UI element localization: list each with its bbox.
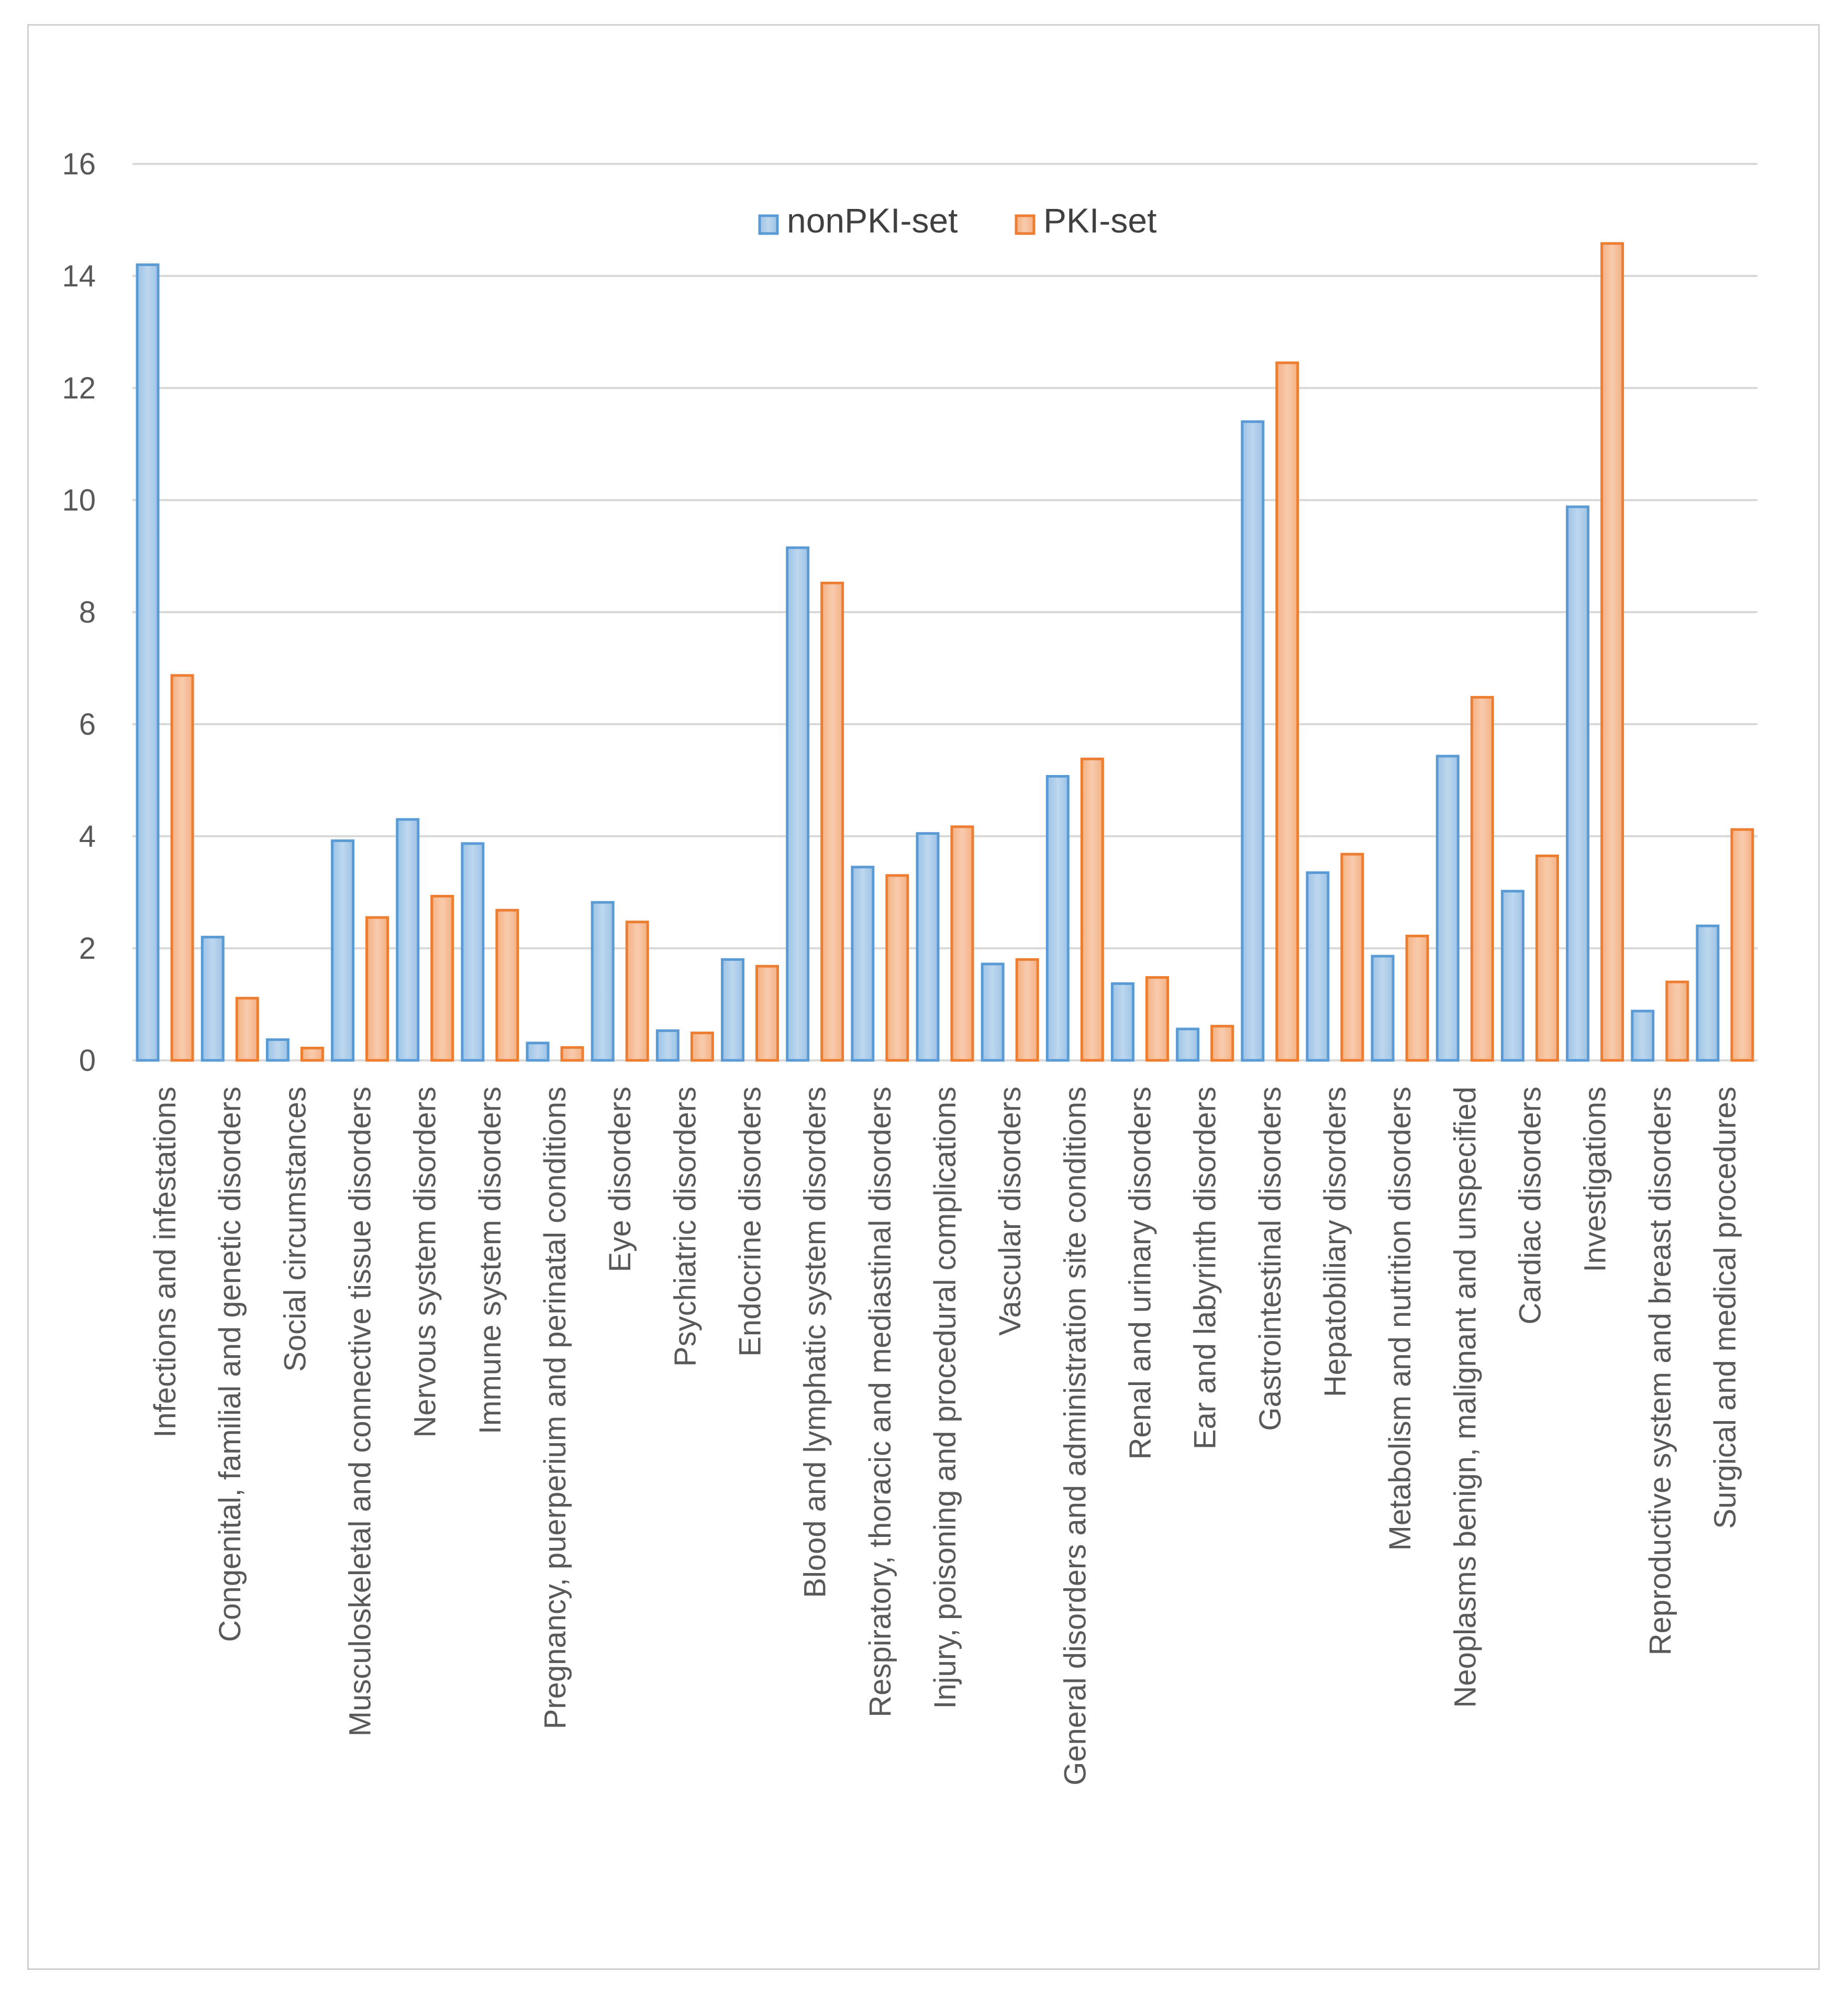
x-category-label: Gastrointestinal disorders [1253, 1087, 1287, 1431]
y-tick-label: 12 [62, 371, 96, 405]
bar-nonpki-set [1241, 420, 1265, 1062]
bar-nonpki-set [1631, 1010, 1655, 1062]
legend-swatch [758, 214, 779, 235]
bar-pki-set [1535, 854, 1559, 1062]
bar-nonpki-set [1500, 890, 1524, 1062]
legend: nonPKI-set PKI-set [758, 201, 1156, 240]
bar-nonpki-set [981, 962, 1005, 1062]
bar-nonpki-set [786, 546, 810, 1062]
x-category-label: Psychiatric disorders [668, 1087, 702, 1367]
bar-nonpki-set [1110, 982, 1134, 1062]
bar-nonpki-set [526, 1042, 550, 1062]
bar-nonpki-set [331, 839, 355, 1062]
bar-pki-set [1015, 958, 1039, 1062]
bar-nonpki-set [1566, 505, 1590, 1062]
x-category-label: Reproductive system and breast disorders [1643, 1087, 1677, 1655]
bar-pki-set [1275, 361, 1299, 1062]
y-tick-label: 8 [79, 595, 96, 629]
x-category-label: Neoplasms benign, malignant and unspecif… [1448, 1087, 1482, 1708]
y-tick-label: 4 [79, 819, 96, 854]
bar-pki-set [885, 874, 909, 1062]
x-category-label: Eye disorders [603, 1087, 637, 1272]
bar-pki-set [1730, 828, 1754, 1062]
bar-nonpki-set [1696, 924, 1720, 1062]
x-category-label: Metabolism and nutrition disorders [1383, 1087, 1417, 1551]
bar-nonpki-set [1371, 955, 1395, 1062]
bar-pki-set [1340, 852, 1364, 1062]
bar-pki-set [235, 996, 259, 1062]
bar-pki-set [1080, 757, 1104, 1062]
bar-pki-set [560, 1046, 584, 1062]
x-category-label: Musculoskeletal and connective tissue di… [343, 1087, 377, 1736]
bar-nonpki-set [136, 263, 160, 1062]
bar-pki-set [1145, 976, 1169, 1062]
bar-nonpki-set [265, 1038, 290, 1062]
x-category-label: Vascular disorders [993, 1087, 1027, 1336]
x-category-label: Surgical and medical procedures [1708, 1087, 1742, 1529]
bar-nonpki-set [1176, 1027, 1200, 1062]
x-category-label: Social circumstances [278, 1087, 312, 1372]
bar-nonpki-set [851, 866, 875, 1062]
bar-nonpki-set [591, 901, 615, 1062]
bar-pki-set [430, 894, 454, 1062]
bar-pki-set [950, 825, 974, 1062]
bar-pki-set [495, 909, 519, 1062]
x-category-label: Blood and lymphatic system disorders [798, 1087, 832, 1598]
bar-pki-set [365, 916, 389, 1062]
legend-label: PKI-set [1043, 201, 1156, 240]
bar-nonpki-set [721, 958, 745, 1062]
bar-nonpki-set [201, 936, 225, 1062]
bar-nonpki-set [1435, 755, 1460, 1062]
bar-pki-set [755, 965, 780, 1062]
y-tick-label: 2 [79, 932, 96, 966]
bar-pki-set [300, 1046, 324, 1062]
bar-pki-set [690, 1032, 714, 1062]
x-category-label: Immune system disorders [473, 1087, 507, 1434]
y-tick-label: 6 [79, 707, 96, 741]
bar-pki-set [1405, 934, 1429, 1062]
y-tick-label: 10 [62, 483, 96, 517]
bar-pki-set [1665, 980, 1689, 1062]
chart-area: 0 2 4 6 8 10 12 14 16 Infections and infestation… [27, 24, 1820, 1970]
legend-swatch [1015, 214, 1036, 235]
x-category-label: Endocrine disorders [733, 1087, 767, 1357]
bar-nonpki-set [396, 818, 420, 1062]
x-category-label: General disorders and administration sit… [1058, 1087, 1092, 1786]
y-tick-label: 16 [62, 147, 96, 181]
x-category-label: Infections and infestations [148, 1087, 182, 1438]
bar-nonpki-set [655, 1029, 680, 1062]
x-category-label: Investigations [1578, 1087, 1612, 1272]
x-category-label: Cardiac disorders [1513, 1087, 1547, 1325]
bar-pki-set [1210, 1025, 1234, 1062]
bar-nonpki-set [461, 842, 485, 1062]
bar-nonpki-set [916, 832, 940, 1062]
x-category-label: Pregnancy, puerperium and perinatal cond… [538, 1087, 572, 1729]
y-tick-label: 14 [62, 259, 96, 293]
bar-pki-set [170, 674, 194, 1062]
x-category-label: Respiratory, thoracic and mediastinal di… [863, 1087, 897, 1718]
legend-label: nonPKI-set [787, 201, 958, 240]
bar-pki-set [1470, 696, 1494, 1062]
x-category-label: Hepatobiliary disorders [1318, 1087, 1352, 1397]
y-tick-label: 0 [79, 1044, 96, 1078]
bar-pki-set [1600, 242, 1624, 1062]
bar-nonpki-set [1045, 775, 1070, 1062]
bar-chart: 0 2 4 6 8 10 12 14 16 Infections and infestation… [62, 147, 1757, 1786]
x-category-label: Ear and labyrinth disorders [1188, 1087, 1222, 1449]
x-category-label: Nervous system disorders [408, 1087, 442, 1437]
bar-pki-set [820, 581, 844, 1062]
bar-pki-set [625, 921, 649, 1062]
x-category-label: Injury, poisoning and procedural complic… [928, 1087, 962, 1709]
bar-nonpki-set [1306, 871, 1330, 1062]
x-category-label: Congenital, familial and genetic disorde… [213, 1087, 247, 1642]
x-category-label: Renal and urinary disorders [1123, 1087, 1157, 1459]
